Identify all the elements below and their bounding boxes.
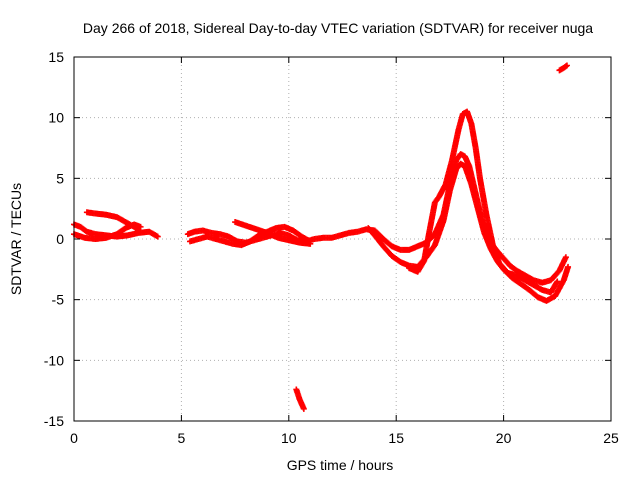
axis-ticks: 0 5 10 15 20 25 -15 -10 -5 0 5 10 15 <box>44 49 619 446</box>
data-point <box>554 278 561 285</box>
data-point <box>563 62 570 69</box>
x-tick-label: 10 <box>281 430 297 446</box>
data-point <box>137 223 144 230</box>
x-tick-label: 5 <box>178 430 186 446</box>
y-tick-label: 0 <box>56 231 64 247</box>
data-point <box>300 405 307 412</box>
data-point <box>154 233 161 240</box>
data-points <box>71 62 572 412</box>
series-track-f <box>232 219 314 247</box>
chart-title: Day 266 of 2018, Sidereal Day-to-day VTE… <box>83 20 593 36</box>
data-point <box>307 240 314 247</box>
grid <box>74 57 611 421</box>
y-tick-label: -10 <box>44 352 64 368</box>
y-tick-label: -5 <box>52 292 65 308</box>
y-axis-label: SDTVAR / TECUs <box>8 183 24 295</box>
data-point <box>565 263 572 270</box>
series-track-c <box>71 221 144 242</box>
y-tick-label: -15 <box>44 413 64 429</box>
series-track-d <box>184 151 569 286</box>
x-tick-label: 25 <box>603 430 619 446</box>
x-axis-label: GPS time / hours <box>287 457 394 473</box>
x-tick-label: 20 <box>496 430 512 446</box>
data-point <box>562 63 569 70</box>
x-tick-label: 0 <box>70 430 78 446</box>
y-tick-label: 5 <box>56 170 64 186</box>
series-track-j <box>556 62 570 74</box>
y-tick-label: 10 <box>48 110 64 126</box>
series-track-i <box>293 386 307 412</box>
data-point <box>562 254 569 261</box>
y-tick-label: 15 <box>48 49 64 65</box>
series-track-h <box>406 108 561 296</box>
x-tick-label: 15 <box>388 430 404 446</box>
series-track-b <box>83 209 142 233</box>
